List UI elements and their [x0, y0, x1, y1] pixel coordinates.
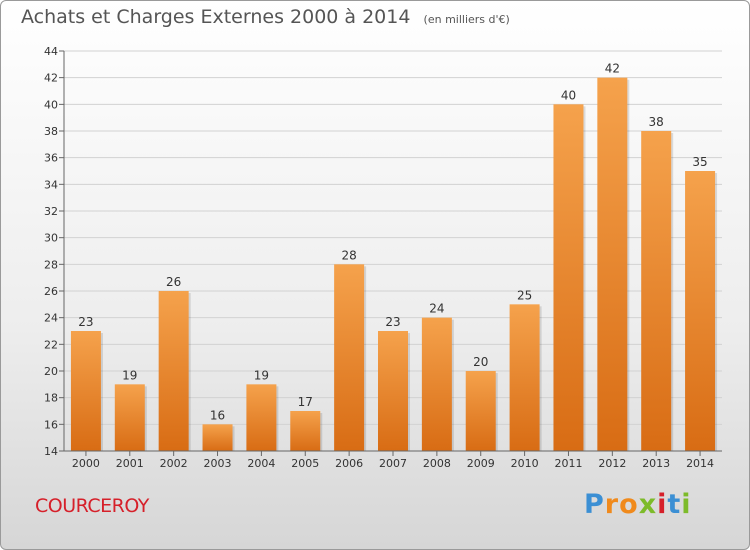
- x-tick-label: 2008: [423, 457, 451, 470]
- data-label: 26: [166, 275, 181, 289]
- y-tick-label: 16: [44, 418, 58, 431]
- y-tick-label: 38: [44, 125, 58, 138]
- proxiti-logo: Proxiti: [584, 489, 692, 520]
- data-label: 19: [254, 368, 269, 382]
- bar-2008: [421, 317, 452, 451]
- logo-letter: r: [604, 489, 620, 520]
- bar-2014: [685, 171, 716, 451]
- y-tick-label: 40: [44, 98, 58, 111]
- data-label: 16: [210, 408, 225, 422]
- data-label: 23: [78, 315, 93, 329]
- y-tick-label: 34: [44, 178, 58, 191]
- data-label: 25: [517, 288, 532, 302]
- data-label: 38: [649, 115, 664, 129]
- y-tick-label: 24: [44, 312, 58, 325]
- chart-title: Achats et Charges Externes 2000 à 2014: [21, 6, 411, 28]
- bar-2004: [246, 384, 277, 451]
- logo-letter: i: [681, 489, 692, 520]
- logo-letter: P: [584, 489, 605, 520]
- x-tick-label: 2011: [554, 457, 582, 470]
- data-label: 23: [385, 315, 400, 329]
- logo-letter: o: [619, 489, 639, 520]
- chart-unit: (en milliers d'€): [423, 13, 510, 26]
- commune-name: COURCEROY: [35, 495, 149, 517]
- y-tick-label: 20: [44, 365, 58, 378]
- x-tick-label: 2003: [204, 457, 232, 470]
- bar-2001: [114, 384, 145, 451]
- x-tick-label: 2009: [467, 457, 495, 470]
- x-tick-label: 2000: [72, 457, 100, 470]
- bar-2011: [553, 104, 584, 451]
- x-tick-label: 2007: [379, 457, 407, 470]
- logo-letter: t: [667, 489, 682, 520]
- data-label: 35: [692, 155, 707, 169]
- x-tick-label: 2002: [160, 457, 188, 470]
- x-tick-label: 2006: [335, 457, 363, 470]
- bar-2000: [70, 331, 101, 451]
- y-tick-label: 32: [44, 205, 58, 218]
- x-tick-label: 2001: [116, 457, 144, 470]
- y-tick-label: 44: [44, 45, 58, 58]
- y-tick-label: 36: [44, 152, 58, 165]
- x-tick-label: 2014: [686, 457, 714, 470]
- bar-2010: [509, 304, 540, 451]
- title-row: Achats et Charges Externes 2000 à 2014 (…: [21, 6, 510, 28]
- data-label: 20: [473, 355, 488, 369]
- y-tick-label: 28: [44, 258, 58, 271]
- x-tick-label: 2013: [642, 457, 670, 470]
- x-axis: 2000 2001 2002 2003 2004 2005 2006 2007 2008 2009…: [64, 450, 722, 470]
- y-tick-label: 26: [44, 285, 58, 298]
- data-label: 24: [429, 302, 444, 316]
- bar-2013: [641, 131, 672, 451]
- bar-2012: [597, 77, 628, 452]
- logo-letter: i: [657, 489, 668, 520]
- y-tick-label: 18: [44, 392, 58, 405]
- y-axis: 14 16 18 20 22 24 26 28 30 32 34 36 38 40 42 44: [44, 45, 65, 458]
- bar-2006: [334, 264, 365, 451]
- bar-2009: [465, 371, 496, 451]
- bars: 23 19 26 16 19 17 28 23 24 20 25 40 42 38 35: [70, 62, 718, 452]
- y-tick-label: 14: [44, 445, 58, 458]
- x-tick-label: 2004: [247, 457, 275, 470]
- y-tick-label: 30: [44, 232, 58, 245]
- bar-2002: [158, 291, 189, 451]
- x-tick-label: 2012: [598, 457, 626, 470]
- data-label: 19: [122, 368, 137, 382]
- data-label: 17: [298, 395, 313, 409]
- logo-letter: x: [638, 489, 658, 520]
- bar-2005: [290, 411, 321, 451]
- y-tick-label: 22: [44, 338, 58, 351]
- data-label: 40: [561, 88, 576, 102]
- x-tick-label: 2010: [511, 457, 539, 470]
- data-label: 28: [341, 248, 356, 262]
- bar-2007: [378, 331, 408, 451]
- data-label: 42: [605, 62, 620, 76]
- bar-2003: [202, 424, 233, 451]
- x-tick-label: 2005: [291, 457, 319, 470]
- y-tick-label: 42: [44, 72, 58, 85]
